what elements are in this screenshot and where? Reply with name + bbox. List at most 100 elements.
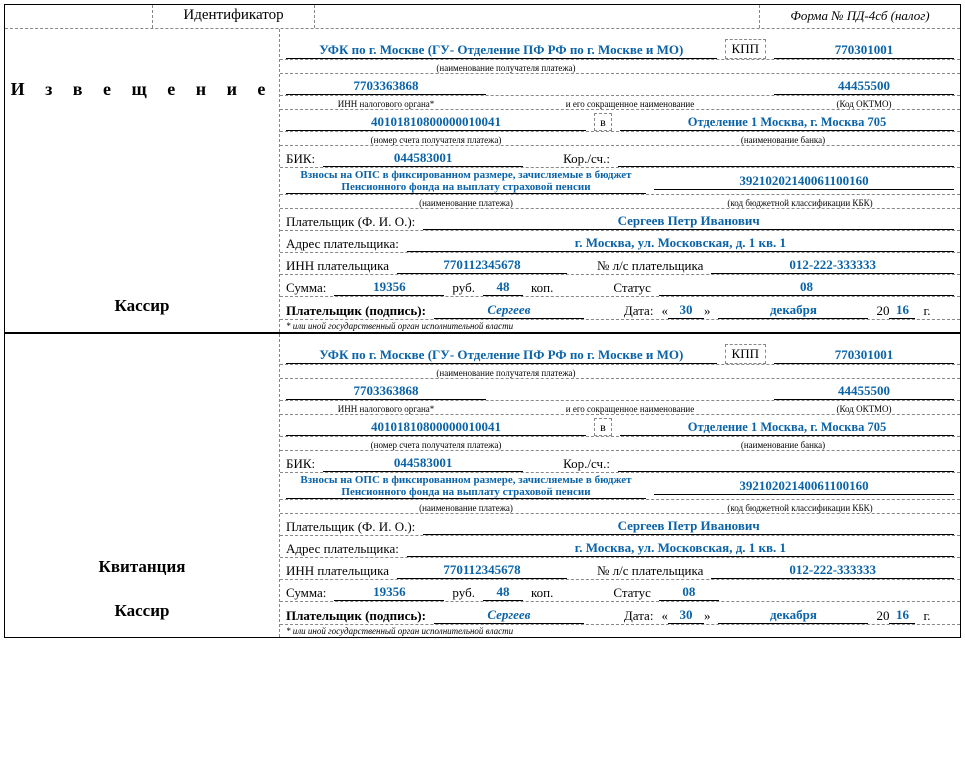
inn-hint: ИНН налогового органа* [286,99,486,109]
payer-ls: 012-222-333333 [711,257,954,274]
inn-org-2: 7703363868 [286,383,486,400]
sum-rub: 19356 [334,279,444,296]
payer-inn-2: 770112345678 [397,562,567,579]
notice-right: УФК по г. Москве (ГУ- Отделение ПФ РФ по… [280,29,960,332]
payment-hint-2: (наименование платежа) [286,503,646,513]
payer-addr-label-2: Адрес плательщика: [286,541,399,557]
kpp-label: КПП [725,39,766,59]
payer-ls-label-2: № л/с плательщика [597,563,703,579]
oktmo-2: 44455500 [774,383,954,400]
kpp-value: 770301001 [774,42,954,59]
bik-label-2: БИК: [286,456,315,472]
kbk-hint: (код бюджетной классификации КБК) [646,198,954,208]
date-label-2: Дата: [624,608,654,624]
bank: Отделение 1 Москва, г. Москва 705 [620,115,954,131]
header-row: Идентификатор Форма № ПД-4сб (налог) [5,5,960,29]
kbk-2: 39210202140061100160 [654,478,954,495]
receipt-title: Квитанция [99,557,186,577]
recipient-hint-2: (наименование получателя платежа) [286,368,726,378]
form-number: Форма № ПД-4сб (налог) [760,5,960,28]
receipt-right: УФК по г. Москве (ГУ- Отделение ПФ РФ по… [280,334,960,637]
kor-label: Кор./сч.: [563,151,610,167]
payer-addr-label: Адрес плательщика: [286,236,399,252]
account: 40101810800000010041 [286,114,586,131]
sign-label: Плательщик (подпись): [286,303,426,319]
payer-fio-label: Плательщик (Ф. И. О.): [286,214,415,230]
kbk-hint-2: (код бюджетной классификации КБК) [646,503,954,513]
bik-label: БИК: [286,151,315,167]
y20-2: 20 [876,608,889,624]
payer-name-2: Сергеев Петр Иванович [423,518,954,535]
identifier-label: Идентификатор [153,5,315,28]
y20: 20 [876,303,889,319]
signature: Сергеев [434,302,584,319]
notice-left: И з в е щ е н и е Кассир [5,29,280,332]
status-code-2: 08 [659,584,719,601]
q2-2: » [704,608,711,624]
rub-label: руб. [452,280,475,296]
oktmo-hint: (Код ОКТМО) [774,99,954,109]
sum-kop-2: 48 [483,584,523,601]
sum-label: Сумма: [286,280,326,296]
account-hint-2: (номер счета получателя платежа) [286,440,586,450]
yr-2: г. [923,608,930,624]
kop-label: коп. [531,280,553,296]
signature-2: Сергеев [434,607,584,624]
date-month: декабря [718,302,868,319]
sign-label-2: Плательщик (подпись): [286,608,426,624]
bank-2: Отделение 1 Москва, г. Москва 705 [620,420,954,436]
kop-label-2: коп. [531,585,553,601]
date-year: 16 [889,302,915,319]
account-2: 40101810800000010041 [286,419,586,436]
payer-ls-label: № л/с плательщика [597,258,703,274]
status-label: Статус [613,280,651,296]
payment-name-2: Взносы на ОПС в фиксированном размере, з… [286,474,646,499]
notice-section: И з в е щ е н и е Кассир УФК по г. Москв… [5,29,960,332]
form-container: Идентификатор Форма № ПД-4сб (налог) И з… [4,4,961,638]
payer-addr: г. Москва, ул. Московская, д. 1 кв. 1 [407,235,954,252]
kpp-label-2: КПП [725,344,766,364]
kor-2 [618,471,954,472]
abbrev-hint: и его сокращенное наименование [486,99,774,109]
kpp-value-2: 770301001 [774,347,954,364]
sum-kop: 48 [483,279,523,296]
q2: » [704,303,711,319]
oktmo-hint-2: (Код ОКТМО) [774,404,954,414]
in-box-2: в [594,418,612,436]
payer-ls-2: 012-222-333333 [711,562,954,579]
status-code: 08 [659,279,954,296]
bik: 044583001 [323,150,523,167]
date-month-2: декабря [718,607,868,624]
receipt-left: Квитанция Кассир [5,334,280,637]
kor [618,166,954,167]
cashier-label-2: Кассир [115,601,170,621]
payer-inn: 770112345678 [397,257,567,274]
date-day-2: 30 [668,607,704,624]
sum-label-2: Сумма: [286,585,326,601]
sum-rub-2: 19356 [334,584,444,601]
date-year-2: 16 [889,607,915,624]
payer-name: Сергеев Петр Иванович [423,213,954,230]
payment-name: Взносы на ОПС в фиксированном размере, з… [286,169,646,194]
recipient-name-2: УФК по г. Москве (ГУ- Отделение ПФ РФ по… [286,347,717,364]
payment-hint: (наименование платежа) [286,198,646,208]
oktmo: 44455500 [774,78,954,95]
kbk: 39210202140061100160 [654,173,954,190]
account-hint: (номер счета получателя платежа) [286,135,586,145]
footnote: * или иной государственный орган исполни… [280,319,960,332]
payer-inn-label-2: ИНН плательщика [286,563,389,579]
in-box: в [594,113,612,131]
payer-inn-label: ИНН плательщика [286,258,389,274]
bank-hint: (наименование банка) [612,135,954,145]
receipt-section: Квитанция Кассир УФК по г. Москве (ГУ- О… [5,334,960,637]
cashier-label: Кассир [115,296,170,316]
rub-label-2: руб. [452,585,475,601]
payer-addr-2: г. Москва, ул. Московская, д. 1 кв. 1 [407,540,954,557]
recipient-hint: (наименование получателя платежа) [286,63,726,73]
recipient-name: УФК по г. Москве (ГУ- Отделение ПФ РФ по… [286,42,717,59]
notice-title: И з в е щ е н и е [11,79,274,100]
date-day: 30 [668,302,704,319]
inn-org: 7703363868 [286,78,486,95]
abbrev-hint-2: и его сокращенное наименование [486,404,774,414]
bik-2: 044583001 [323,455,523,472]
